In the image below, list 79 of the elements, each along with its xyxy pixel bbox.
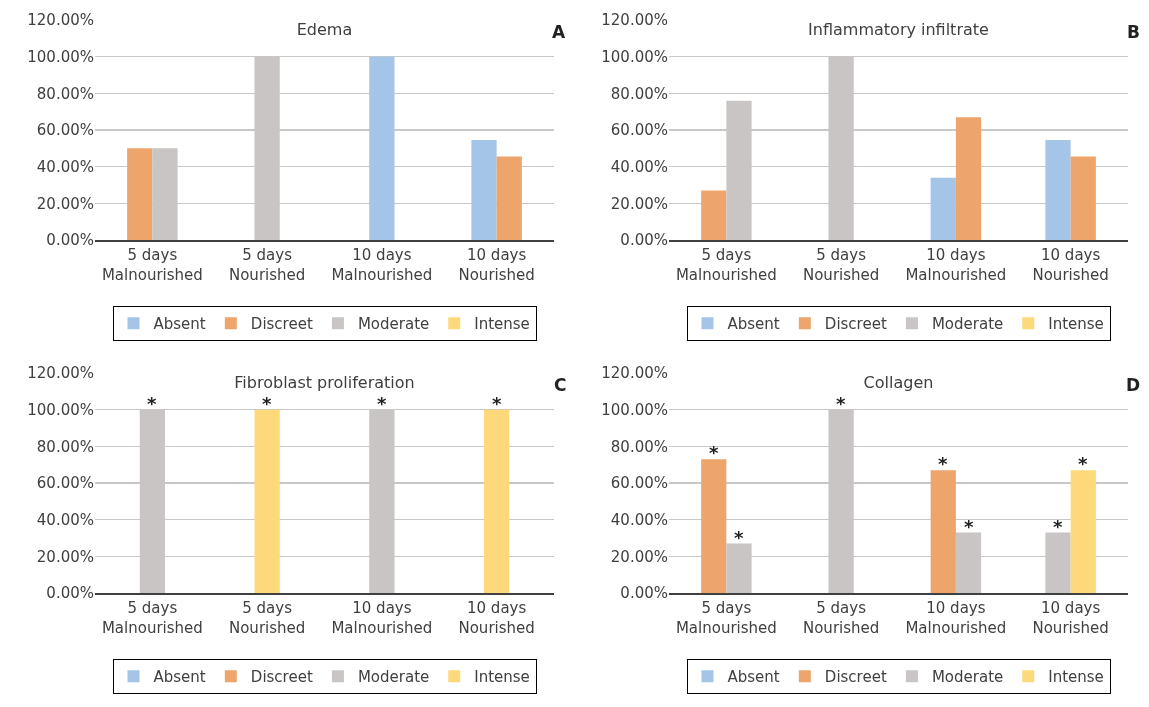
y-tick-label: 0.00% xyxy=(620,584,668,603)
legend-label: Discreet xyxy=(824,668,887,687)
legend-label: Discreet xyxy=(250,315,313,334)
legend-label: Absent xyxy=(727,668,780,687)
x-tick-label: 10 days Malnourished xyxy=(331,246,433,284)
legend-label: Intense xyxy=(474,668,530,687)
legend-label: Moderate xyxy=(931,315,1004,334)
y-tick-label: 20.00% xyxy=(36,547,94,566)
legend-label: Absent xyxy=(153,668,206,687)
y-tick-label: 60.00% xyxy=(36,121,94,140)
y-tick-label: 0.00% xyxy=(46,584,94,603)
y-tick-label: 0.00% xyxy=(620,231,668,250)
annotation: * xyxy=(492,393,502,414)
y-tick-label: 40.00% xyxy=(610,157,668,176)
y-tick-label: 40.00% xyxy=(36,510,94,529)
y-tick-label: 80.00% xyxy=(610,84,668,103)
x-tick-label: 10 days Nourished xyxy=(1032,599,1109,637)
annotation: * xyxy=(964,516,974,537)
annotation: B xyxy=(1127,22,1140,42)
y-tick-label: 100.00% xyxy=(601,400,668,419)
legend-label: Moderate xyxy=(357,668,430,687)
x-tick-label: 5 days Nourished xyxy=(802,599,880,637)
y-tick-label: 20.00% xyxy=(610,194,668,213)
annotation: * xyxy=(938,453,948,474)
x-tick-label: 10 days Malnourished xyxy=(905,599,1007,637)
y-tick-label: 100.00% xyxy=(27,47,94,66)
chart-title: Fibroblast proliferation xyxy=(234,372,415,392)
x-tick-label: 5 days Nourished xyxy=(228,246,306,284)
y-tick-label: 100.00% xyxy=(601,47,668,66)
chart-title: Collagen xyxy=(863,372,934,392)
x-tick-label: 5 days Malnourished xyxy=(101,246,203,284)
y-tick-label: 40.00% xyxy=(610,510,668,529)
annotation: * xyxy=(1053,516,1063,537)
y-tick-label: 120.00% xyxy=(601,11,668,30)
y-tick-label: 20.00% xyxy=(610,547,668,566)
legend-label: Intense xyxy=(474,315,530,334)
legend-label: Discreet xyxy=(824,315,887,334)
y-tick-label: 60.00% xyxy=(610,121,668,140)
annotation: * xyxy=(734,527,744,548)
legend-label: Moderate xyxy=(931,668,1004,687)
legend-label: Discreet xyxy=(250,668,313,687)
x-tick-label: 10 days Nourished xyxy=(1032,246,1109,284)
x-tick-label: 10 days Malnourished xyxy=(331,599,433,637)
legend-label: Absent xyxy=(153,315,206,334)
x-tick-label: 10 days Malnourished xyxy=(905,246,1007,284)
y-tick-label: 0.00% xyxy=(46,231,94,250)
y-tick-label: 80.00% xyxy=(36,84,94,103)
y-tick-label: 120.00% xyxy=(601,364,668,383)
annotation: * xyxy=(147,393,157,414)
chart-title: Inflammatory infiltrate xyxy=(808,19,989,39)
annotation: * xyxy=(1078,453,1088,474)
x-tick-label: 5 days Nourished xyxy=(228,599,306,637)
annotation: * xyxy=(709,442,719,463)
x-tick-label: 5 days Nourished xyxy=(802,246,880,284)
y-tick-label: 100.00% xyxy=(27,400,94,419)
x-tick-label: 10 days Nourished xyxy=(458,599,535,637)
y-tick-label: 80.00% xyxy=(36,437,94,456)
annotation: A xyxy=(552,22,566,42)
y-tick-label: 60.00% xyxy=(610,474,668,493)
y-tick-label: 120.00% xyxy=(27,364,94,383)
y-tick-label: 80.00% xyxy=(610,437,668,456)
y-tick-label: 60.00% xyxy=(36,474,94,493)
x-tick-label: 5 days Malnourished xyxy=(101,599,203,637)
legend-label: Absent xyxy=(727,315,780,334)
y-tick-label: 40.00% xyxy=(36,157,94,176)
annotation: * xyxy=(836,393,846,414)
annotation: C xyxy=(554,375,567,395)
x-tick-label: 10 days Nourished xyxy=(458,246,535,284)
annotation: * xyxy=(377,393,387,414)
annotation: * xyxy=(262,393,272,414)
legend-label: Moderate xyxy=(357,315,430,334)
legend-label: Intense xyxy=(1048,315,1104,334)
legend-label: Intense xyxy=(1048,668,1104,687)
x-tick-label: 5 days Malnourished xyxy=(675,599,777,637)
y-tick-label: 20.00% xyxy=(36,194,94,213)
y-tick-label: 120.00% xyxy=(27,11,94,30)
x-tick-label: 5 days Malnourished xyxy=(675,246,777,284)
annotation: D xyxy=(1126,375,1141,395)
chart-title: Edema xyxy=(296,19,353,39)
